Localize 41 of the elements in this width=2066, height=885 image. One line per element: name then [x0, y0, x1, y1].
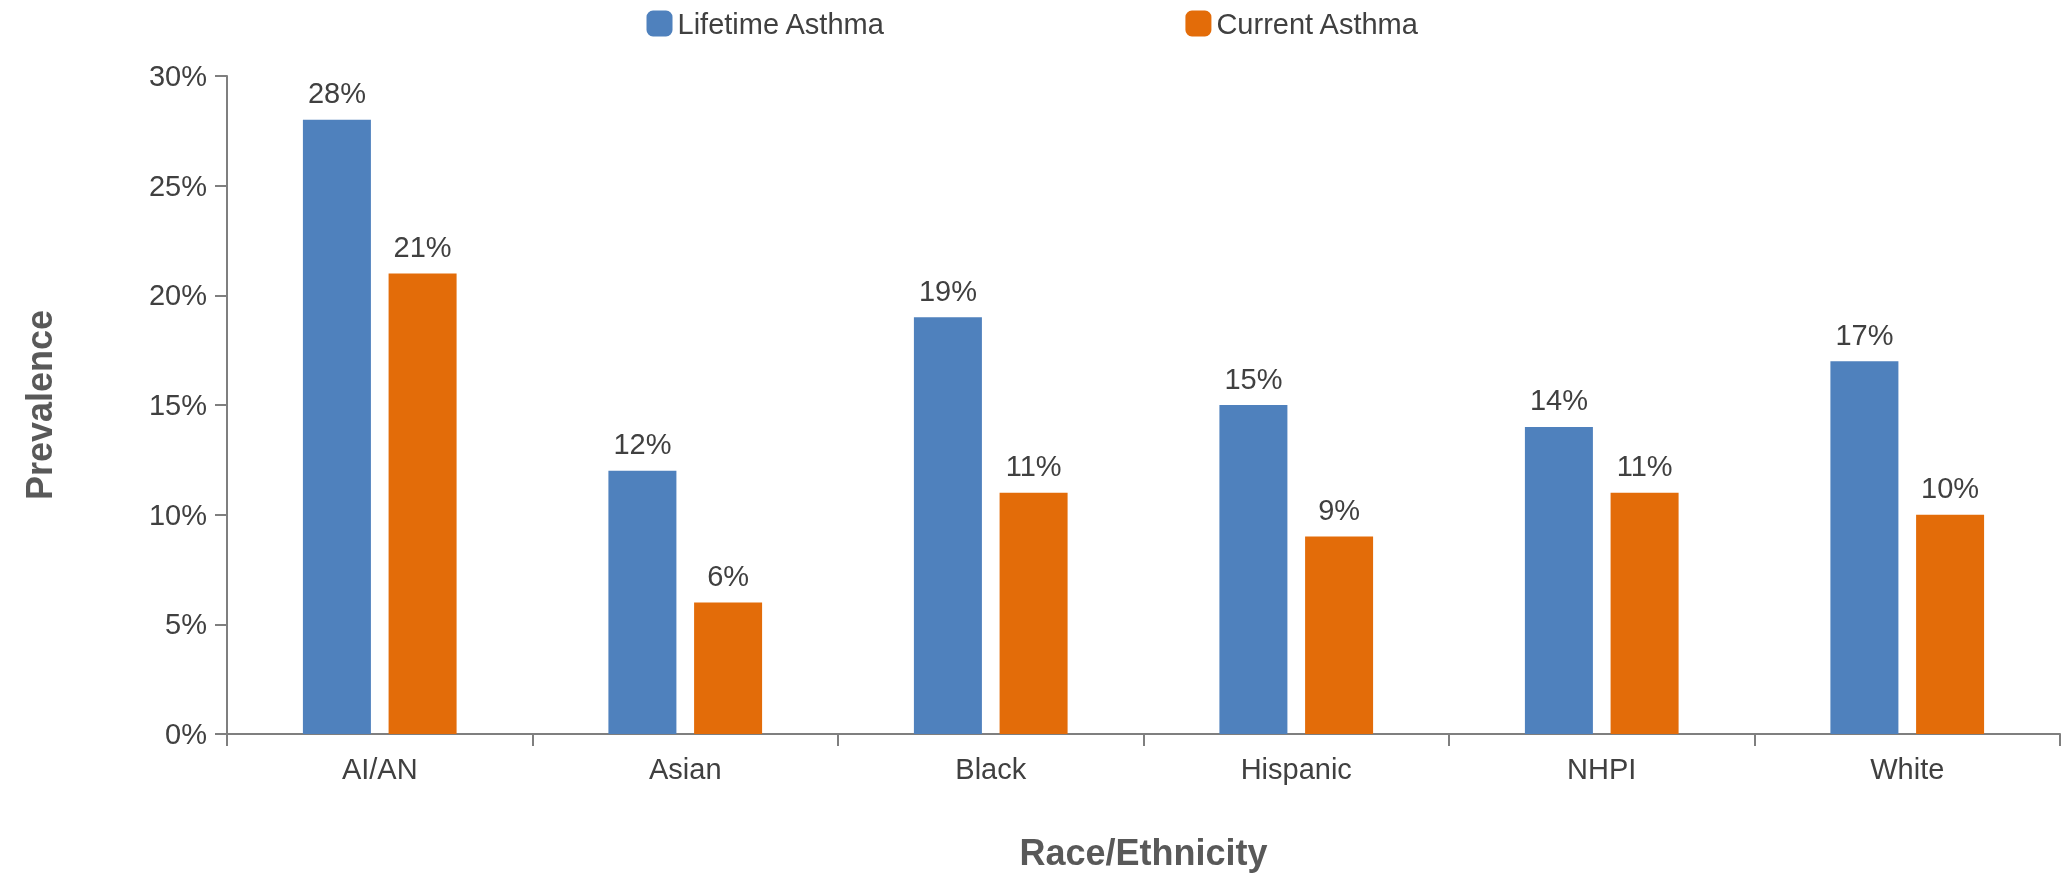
bar: [913, 317, 982, 734]
bar: [1916, 514, 1985, 734]
y-tick-label: 20%: [148, 279, 207, 312]
data-label: 6%: [707, 559, 750, 592]
data-label: 28%: [307, 77, 366, 110]
y-tick-label: 0%: [165, 718, 207, 750]
data-label: 11%: [1005, 450, 1062, 483]
y-tick-label: 30%: [148, 60, 207, 92]
data-label: 11%: [1616, 450, 1673, 483]
y-axis-title: Prevalence: [18, 309, 60, 501]
bar: [1524, 426, 1593, 734]
bar: [302, 119, 371, 734]
legend-label: Current Asthma: [1216, 7, 1419, 40]
y-tick-label: 15%: [148, 389, 207, 421]
data-label: 14%: [1529, 384, 1588, 417]
x-tick-label: Hispanic: [1240, 752, 1352, 785]
bar: [1305, 536, 1374, 734]
x-tick-label: Asian: [648, 752, 722, 785]
bar: [1610, 492, 1679, 734]
y-tick-label: 5%: [165, 608, 207, 641]
x-tick-label: Black: [955, 752, 1027, 785]
x-tick-label: White: [1870, 752, 1945, 785]
legend-label: Lifetime Asthma: [677, 7, 885, 40]
bar: [1219, 405, 1288, 734]
data-label: 21%: [393, 230, 452, 263]
data-label: 17%: [1835, 318, 1894, 351]
bar: [694, 602, 763, 734]
bar: [1830, 361, 1899, 734]
x-tick-label: AI/AN: [341, 752, 418, 785]
x-axis-title: Race/Ethnicity: [1019, 831, 1268, 873]
y-tick-label: 25%: [148, 169, 207, 202]
data-label: 9%: [1318, 494, 1361, 527]
data-label: 12%: [613, 428, 672, 461]
data-label: 15%: [1224, 362, 1283, 395]
data-label: 19%: [918, 274, 977, 307]
y-tick-label: 10%: [148, 498, 207, 531]
bar: [608, 470, 677, 734]
bar: [388, 273, 457, 734]
bar: [999, 492, 1068, 734]
data-label: 10%: [1921, 472, 1980, 505]
x-tick-label: NHPI: [1567, 752, 1637, 785]
